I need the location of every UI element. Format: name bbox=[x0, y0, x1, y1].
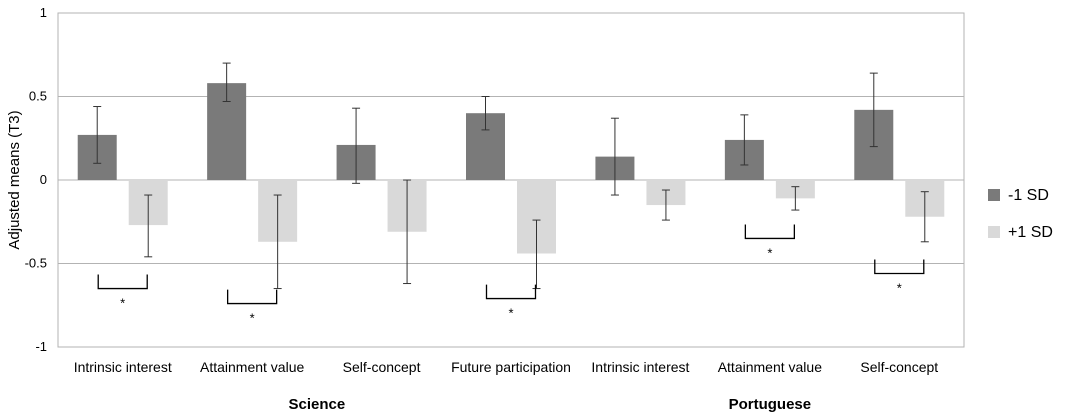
error-bars bbox=[93, 62, 929, 290]
y-axis-ticks: 1 0.5 0 -0.5 -1 bbox=[25, 5, 47, 354]
category-label: Intrinsic interest bbox=[74, 359, 172, 375]
bars bbox=[77, 83, 945, 254]
significance-markers: * * * * * bbox=[97, 224, 925, 326]
category-label: Attainment value bbox=[200, 359, 304, 375]
legend-label: -1 SD bbox=[1008, 187, 1049, 204]
significance-bracket bbox=[744, 224, 796, 240]
x-axis-categories: Intrinsic interest Attainment value Self-c… bbox=[74, 359, 939, 375]
significance-bracket bbox=[874, 259, 925, 275]
significance-bracket bbox=[97, 274, 148, 290]
category-groups: Science Portuguese bbox=[288, 396, 811, 413]
category-label: Attainment value bbox=[718, 359, 822, 375]
gridlines bbox=[57, 12, 965, 348]
group-label: Science bbox=[288, 396, 345, 413]
category-label: Intrinsic interest bbox=[591, 359, 689, 375]
legend: -1 SD +1 SD bbox=[988, 187, 1053, 241]
y-tick-label: 0.5 bbox=[29, 89, 47, 104]
significance-bracket bbox=[226, 289, 278, 305]
legend-swatch bbox=[988, 226, 1000, 238]
legend-swatch bbox=[988, 189, 1000, 201]
significance-star: * bbox=[120, 296, 125, 311]
y-tick-label: 0 bbox=[40, 172, 47, 187]
legend-label: +1 SD bbox=[1008, 224, 1053, 241]
y-tick-label: -1 bbox=[35, 339, 47, 354]
group-label: Portuguese bbox=[729, 396, 812, 413]
category-label: Self-concept bbox=[343, 359, 421, 375]
significance-star: * bbox=[897, 281, 902, 296]
y-tick-label: -0.5 bbox=[25, 256, 47, 271]
category-label: Future participation bbox=[451, 359, 571, 375]
significance-star: * bbox=[250, 311, 255, 326]
significance-star: * bbox=[508, 306, 513, 321]
significance-star: * bbox=[767, 245, 772, 260]
y-tick-label: 1 bbox=[40, 5, 47, 20]
category-label: Self-concept bbox=[860, 359, 938, 375]
y-axis-label: Adjusted means (T3) bbox=[6, 110, 23, 249]
significance-bracket bbox=[485, 284, 537, 300]
